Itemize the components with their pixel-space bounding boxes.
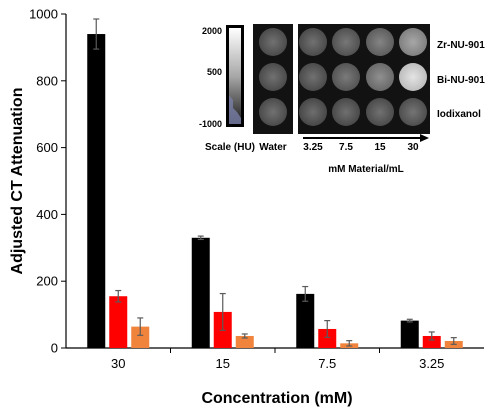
column-label: 3.25 — [303, 142, 323, 153]
y-tick-label: 600 — [36, 140, 58, 155]
concentration-arrowhead — [420, 134, 429, 142]
column-label: 30 — [407, 142, 419, 153]
sample-well-shading — [399, 63, 427, 91]
y-axis-title: Adjusted CT Attenuation — [9, 88, 26, 275]
x-tick-label: 7.5 — [318, 356, 336, 371]
x-tick-label: 15 — [216, 356, 230, 371]
sample-well-shading — [299, 63, 327, 91]
scale-label: Scale (HU) — [205, 142, 255, 153]
inset-ct-image-panel: 2000 500 -1000 Scale (HU) Water Zr-NU-90… — [199, 24, 485, 175]
water-well-shading — [259, 63, 287, 91]
y-tick-label: 1000 — [29, 7, 58, 22]
bar — [131, 326, 150, 348]
sample-well-shading — [332, 63, 360, 91]
sample-well-shading — [299, 28, 327, 56]
x-ticks: 30 15 7.5 3.25 — [111, 348, 444, 371]
y-tick-label: 800 — [36, 73, 58, 88]
water-label: Water — [259, 142, 287, 153]
sample-well-shading — [366, 98, 394, 126]
sample-well-shading — [332, 98, 360, 126]
bar — [191, 237, 210, 348]
y-tick-label: 400 — [36, 207, 58, 222]
y-ticks: 0 200 400 600 800 1000 — [29, 7, 66, 356]
concentration-label: mM Material/mL — [328, 164, 404, 175]
sample-well-shading — [366, 63, 394, 91]
sample-well-shading — [399, 98, 427, 126]
row-label: Zr-NU-901 — [437, 40, 485, 51]
x-tick-label: 3.25 — [419, 356, 444, 371]
water-wells — [259, 28, 287, 126]
column-label: 7.5 — [339, 142, 353, 153]
scale-bar-histogram — [229, 95, 241, 124]
y-tick-label: 0 — [51, 341, 58, 356]
bar — [400, 320, 419, 348]
grid-wells — [299, 28, 427, 126]
bar — [109, 296, 128, 348]
scale-tick-label: 2000 — [202, 26, 222, 36]
bar — [296, 293, 315, 348]
sample-well-shading — [399, 28, 427, 56]
row-label: Bi-NU-901 — [437, 75, 485, 86]
error-bars — [93, 18, 457, 347]
y-tick-label: 200 — [36, 274, 58, 289]
sample-well-shading — [299, 98, 327, 126]
water-well-shading — [259, 28, 287, 56]
bar — [422, 335, 441, 348]
sample-well-shading — [366, 28, 394, 56]
row-label: Iodixanol — [437, 109, 481, 120]
column-label: 15 — [374, 142, 386, 153]
scale-tick-label: -1000 — [199, 119, 222, 129]
x-axis-title: Concentration (mM) — [201, 390, 352, 407]
bar — [87, 34, 106, 348]
water-well-shading — [259, 98, 287, 126]
sample-well-shading — [332, 28, 360, 56]
x-tick-label: 30 — [111, 356, 125, 371]
bar — [318, 328, 337, 348]
scale-tick-label: 500 — [207, 67, 222, 77]
bar — [235, 335, 254, 348]
